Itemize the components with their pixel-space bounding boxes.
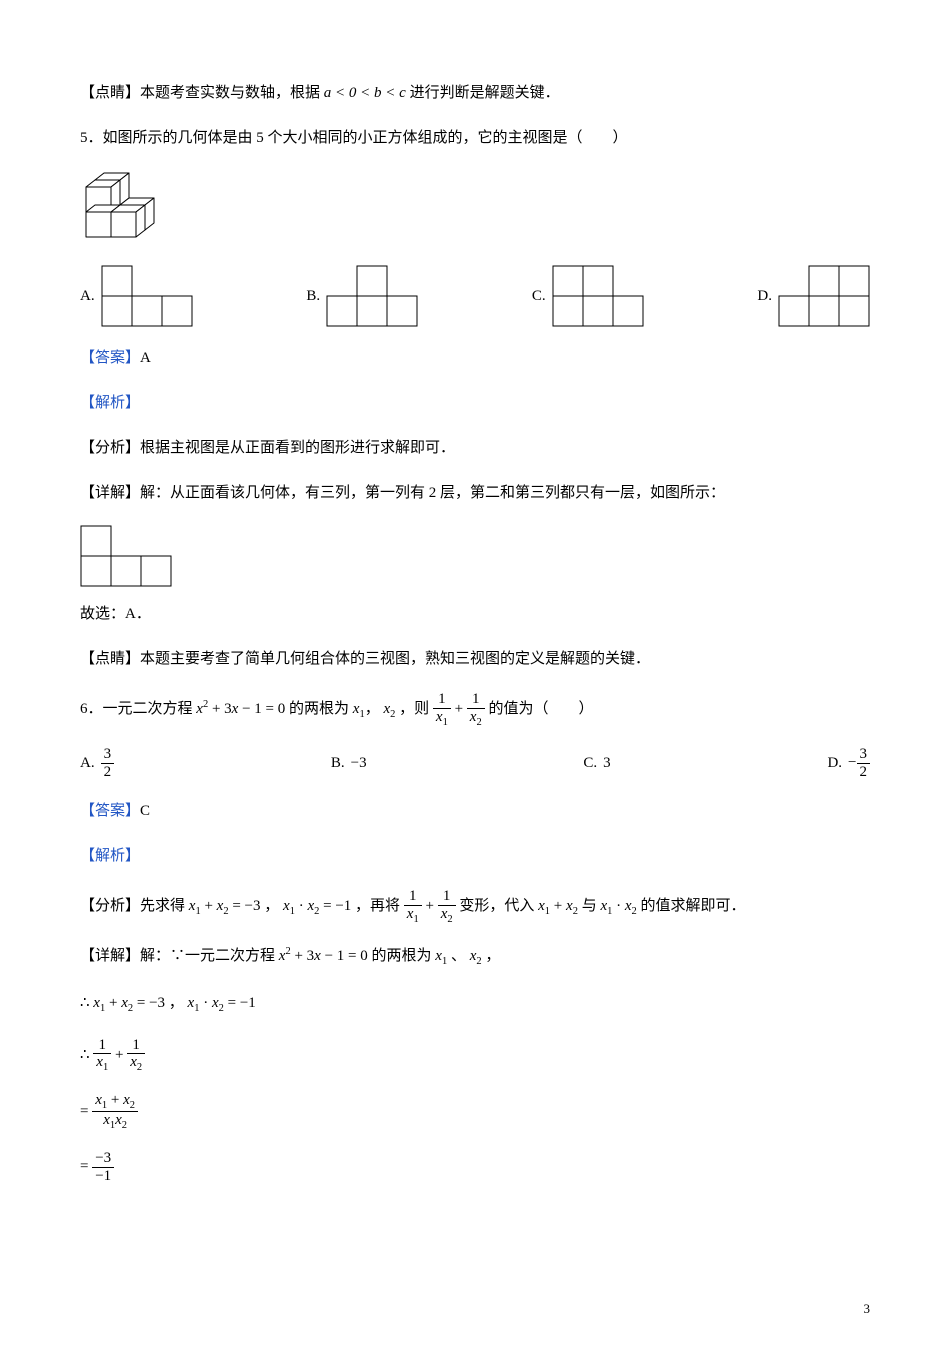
q5-option-d[interactable]: D. xyxy=(757,265,870,327)
q6-fenxi-pre: 【分析】先求得 xyxy=(80,898,189,914)
opt-a-shape-icon xyxy=(101,265,193,327)
q6-opt-d-label: D. xyxy=(827,750,842,777)
q6-opt-c-label: C. xyxy=(583,750,597,777)
q5-dianjing: 【点睛】本题主要考查了简单几何组合体的三视图，熟知三视图的定义是解题的关键． xyxy=(80,646,870,673)
q5-analysis-label: 【解析】 xyxy=(80,390,870,417)
prev-dianjing-text: 【点睛】本题考查实数与数轴，根据 xyxy=(80,85,324,101)
q6-line2-plus: + xyxy=(115,1047,127,1063)
opt-d-shape-icon xyxy=(778,265,870,327)
q6-line2-pre: ∴ xyxy=(80,1047,93,1063)
cube-solid-icon xyxy=(80,170,187,247)
q6-line1-eq1: x1 + x2 = −3 xyxy=(93,995,165,1011)
q6-opt-d-value: −32 xyxy=(848,746,870,780)
q5-pick: 故选：A． xyxy=(80,601,870,628)
opt-b-shape-icon xyxy=(326,265,418,327)
q6-opt-a-label: A. xyxy=(80,750,95,777)
q6-fenxi-eq2: x1 · x2 = −1 xyxy=(283,898,351,914)
page-number: 3 xyxy=(864,1297,871,1320)
q6-line4-eq: = xyxy=(80,1158,92,1174)
q5-fenxi: 【分析】根据主视图是从正面看到的图形进行求解即可． xyxy=(80,435,870,462)
prev-dianjing-end: 进行判断是解题关键． xyxy=(410,85,560,101)
q6-answer-value: C xyxy=(140,803,150,819)
q6-option-c[interactable]: C. 3 xyxy=(583,746,610,780)
q5-option-b[interactable]: B. xyxy=(306,265,418,327)
q6-fenxi-c1: ， xyxy=(264,898,279,914)
q6-line2-f2: 1x2 xyxy=(127,1037,145,1074)
opt-c-label: C. xyxy=(532,283,546,310)
prev-dianjing: 【点睛】本题考查实数与数轴，根据 a < 0 < b < c 进行判断是解题关键… xyxy=(80,80,870,107)
q6-fenxi-mid: ，再将 xyxy=(355,898,404,914)
q6-fenxi-end3: 的值求解即可． xyxy=(641,898,746,914)
q6-plus1: + xyxy=(455,701,467,717)
prev-dianjing-math: a < 0 < b < c xyxy=(324,85,406,101)
q6-detail: 【详解】解：∵一元二次方程 x2 + 3x − 1 = 0 的两根为 x1 、 … xyxy=(80,943,870,972)
answer-label: 【答案】 xyxy=(80,350,140,366)
q6-option-b[interactable]: B. −3 xyxy=(331,746,367,780)
q5-answer-value: A xyxy=(140,350,151,366)
q6-stem-pre: 6．一元二次方程 xyxy=(80,701,196,717)
q6-fenxi: 【分析】先求得 x1 + x2 = −3 ， x1 · x2 = −1 ，再将 … xyxy=(80,888,870,925)
q6-detail-eq: x2 + 3x − 1 = 0 xyxy=(279,948,368,964)
q6-answer-label: 【答案】 xyxy=(80,803,140,819)
q5-detail: 【详解】解：从正面看该几何体，有三列，第一列有 2 层，第二和第三列都只有一层，… xyxy=(80,480,870,507)
q5-detail-figure xyxy=(80,525,870,587)
q6-opt-a-value: 32 xyxy=(101,746,115,780)
q5-options: A. B. C. xyxy=(80,265,870,327)
q6-options: A. 32 B. −3 C. 3 D. −32 xyxy=(80,746,870,780)
q6-detail-sep: 、 xyxy=(451,948,466,964)
opt-d-label: D. xyxy=(757,283,772,310)
q5-option-a[interactable]: A. xyxy=(80,265,193,327)
q5-answer: 【答案】A xyxy=(80,345,870,372)
q6-opt-b-value: −3 xyxy=(351,750,367,777)
q6-line1-eq2: x1 · x2 = −1 xyxy=(188,995,256,1011)
q6-fenxi-end2: 与 xyxy=(582,898,601,914)
q6-line3-frac: x1 + x2 x1x2 xyxy=(92,1092,138,1132)
opt-c-shape-icon xyxy=(552,265,644,327)
q6-stem-mid: 的两根为 xyxy=(289,701,353,717)
q6-opt-b-label: B. xyxy=(331,750,345,777)
q6-fenxi-f1: 1x1 xyxy=(404,888,422,925)
q5-stem: 5．如图所示的几何体是由 5 个大小相同的小正方体组成的，它的主视图是（ ） xyxy=(80,125,870,152)
q6-eq: x2 + 3x − 1 = 0 xyxy=(196,701,285,717)
q6-line2-f1: 1x1 xyxy=(93,1037,111,1074)
q6-stem-mid2: ，则 xyxy=(399,701,433,717)
q6-fenxi-f2: 1x2 xyxy=(438,888,456,925)
q6-line4-frac: −3 −1 xyxy=(92,1150,114,1184)
q6-stem: 6．一元二次方程 x2 + 3x − 1 = 0 的两根为 x1， x2 ，则 … xyxy=(80,691,870,728)
q6-x2: x2 xyxy=(383,701,395,717)
q6-line1-pre: ∴ xyxy=(80,995,93,1011)
opt-a-label: A. xyxy=(80,283,95,310)
q6-comma1: ， xyxy=(365,701,380,717)
q6-line2: ∴ 1x1 + 1x2 xyxy=(80,1037,870,1074)
q5-solid-figure xyxy=(80,170,870,247)
q6-line3-eq: = xyxy=(80,1103,92,1119)
q6-fenxi-end: 变形，代入 xyxy=(459,898,538,914)
q6-x1: x1 xyxy=(353,701,365,717)
q6-opt-c-value: 3 xyxy=(603,750,611,777)
q6-detail-mid: 的两根为 xyxy=(372,948,436,964)
q6-line4: = −3 −1 xyxy=(80,1150,870,1184)
q6-fenxi-eq1: x1 + x2 = −3 xyxy=(189,898,261,914)
q6-option-a[interactable]: A. 32 xyxy=(80,746,114,780)
q6-line1: ∴ x1 + x2 = −3 ， x1 · x2 = −1 xyxy=(80,990,870,1019)
detail-shape-icon xyxy=(80,525,172,587)
q6-detail-x1: x1 xyxy=(435,948,447,964)
q6-detail-x2: x2 xyxy=(470,948,482,964)
q6-stem-end: 的值为（ ） xyxy=(488,701,593,717)
q6-answer: 【答案】C xyxy=(80,798,870,825)
q6-analysis-label: 【解析】 xyxy=(80,843,870,870)
q6-detail-end: ， xyxy=(485,948,500,964)
q6-fenxi-plus: + xyxy=(425,898,437,914)
q6-option-d[interactable]: D. −32 xyxy=(827,746,870,780)
q5-option-c[interactable]: C. xyxy=(532,265,644,327)
q6-line3: = x1 + x2 x1x2 xyxy=(80,1092,870,1132)
opt-b-label: B. xyxy=(306,283,320,310)
q6-frac2: 1x2 xyxy=(467,691,485,728)
q6-detail-pre: 【详解】解：∵一元二次方程 xyxy=(80,948,279,964)
q6-fenxi-eq3: x1 + x2 xyxy=(538,898,578,914)
q6-line1-c: ， xyxy=(169,995,184,1011)
q6-fenxi-eq4: x1 · x2 xyxy=(600,898,636,914)
q6-frac1: 1x1 xyxy=(433,691,451,728)
